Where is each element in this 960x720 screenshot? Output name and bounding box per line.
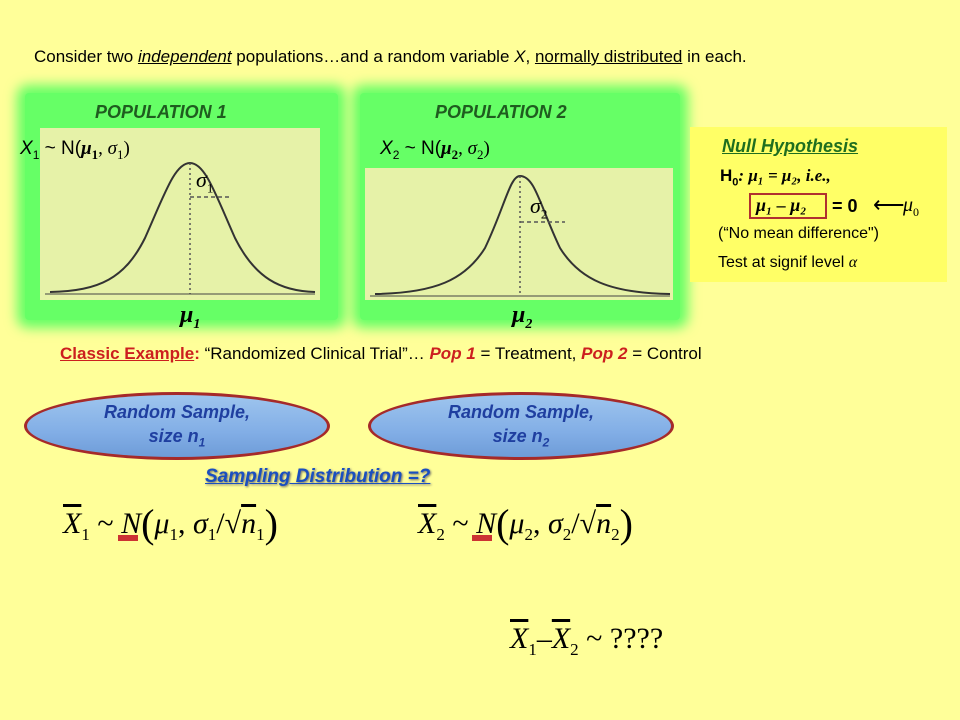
difference-formula: X1–X2 ~ ????: [510, 622, 664, 659]
bell-curve-2: [374, 174, 671, 295]
population-1-title: POPULATION 1: [95, 102, 227, 122]
random-sample-2: Random Sample, size n2: [368, 392, 674, 460]
mu-1-label: μ1: [180, 302, 201, 332]
mu-2-label: μ2: [512, 302, 533, 332]
random-sample-1: Random Sample, size n1: [24, 392, 330, 460]
population-1-normal-curve: [45, 161, 316, 295]
sampling-formula-1: X1 ~ N(μ1, σ1/√n1): [63, 501, 278, 546]
sampling-formula-2: X2 ~ N(μ2, σ2/√n2): [418, 501, 633, 546]
population-2-normal-curve: [370, 174, 671, 297]
population-2-distribution: X2 ~ N(μ2, σ2): [380, 138, 490, 162]
formula-1-marker: [118, 535, 138, 541]
classic-example: Classic Example: “Randomized Clinical Tr…: [60, 344, 702, 363]
significance-level: Test at signif level α: [718, 254, 858, 271]
sigma-1-label: σ1: [196, 167, 214, 196]
null-hypothesis-equals-zero: = 0: [832, 196, 858, 216]
intro-sentence: Consider two independent populations…and…: [34, 47, 747, 66]
no-mean-difference: (“No mean difference"): [718, 225, 880, 242]
left-arrow-icon: ⟵: [873, 192, 905, 217]
normally-distributed-term: normally distributed: [534, 47, 683, 66]
formula-2-marker: [472, 535, 492, 541]
sigma-2-label: σ2: [530, 193, 548, 222]
population-1-curve-area: [40, 128, 320, 300]
sampling-distribution-title: Sampling Distribution =?: [205, 466, 431, 487]
null-hypothesis-title: Null Hypothesis: [722, 136, 859, 156]
null-hypothesis-h0: H0: μ₁ = μ₂, i.e.,: [720, 166, 831, 189]
null-hypothesis-diff: μ₁ – μ₂: [756, 195, 807, 215]
population-2-curve-area: [365, 168, 673, 300]
mu-zero-label: μ0: [903, 194, 920, 219]
null-hypothesis-diff-box: [749, 193, 827, 219]
bell-curve-1: [49, 161, 316, 293]
population-2-title: POPULATION 2: [435, 102, 567, 122]
independent-term: independent: [137, 47, 232, 66]
null-hypothesis-box: [690, 127, 947, 282]
population-1-distribution: X1 ~ N(μ1, σ1): [20, 138, 130, 162]
